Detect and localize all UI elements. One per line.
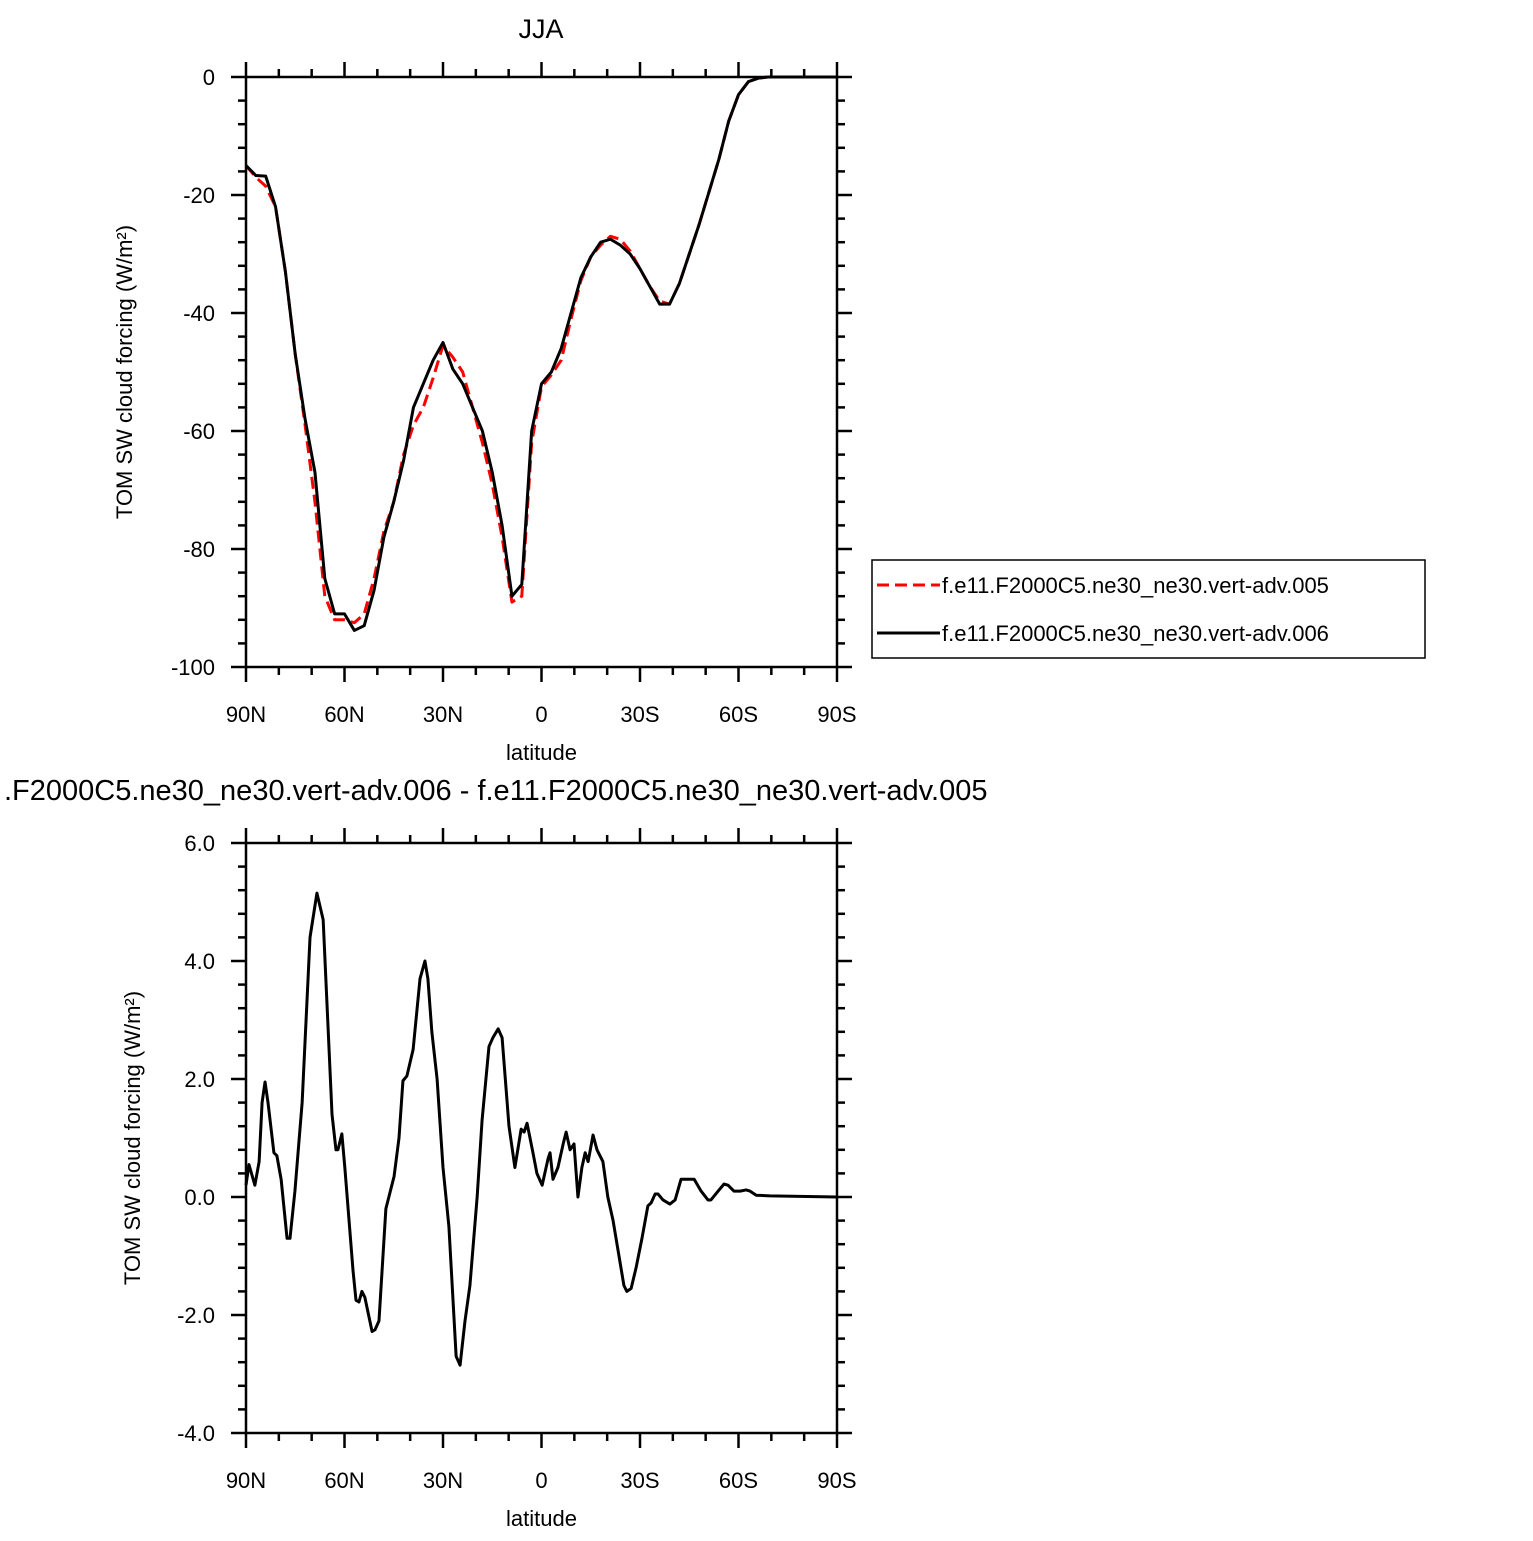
x-tick-label: 60S [719,1468,758,1493]
x-tick-label: 90S [817,1468,856,1493]
y-axis-label: TOM SW cloud forcing (W/m²) [112,225,137,519]
x-tick-label: 60N [324,702,364,727]
legend-label: f.e11.F2000C5.ne30_ne30.vert-adv.006 [942,621,1329,646]
x-tick-label: 30S [620,702,659,727]
y-tick-label: -2.0 [177,1303,215,1328]
legend-label: f.e11.F2000C5.ne30_ne30.vert-adv.005 [942,573,1329,598]
chart-title: .F2000C5.ne30_ne30.vert-adv.006 - f.e11.… [4,775,987,807]
data-line [244,891,838,1367]
x-tick-label: 60S [719,702,758,727]
x-tick-label: 0 [535,1468,547,1493]
plot-frame [244,841,839,1435]
y-tick-label: 2.0 [184,1067,215,1092]
x-tick-label: 30N [423,702,463,727]
x-tick-label: 0 [535,702,547,727]
data-line [244,75,837,632]
x-tick-label: 30N [423,1468,463,1493]
y-tick-label: -4.0 [177,1421,215,1446]
y-axis-label: TOM SW cloud forcing (W/m²) [120,991,145,1285]
y-tick-label: -80 [183,537,215,562]
x-tick-label: 30S [620,1468,659,1493]
y-tick-label: 0.0 [184,1185,215,1210]
y-tick-label: -100 [171,655,215,680]
plot-frame [244,75,839,669]
y-tick-label: -60 [183,419,215,444]
x-tick-label: 90S [817,702,856,727]
x-axis-label: latitude [506,1506,577,1531]
x-tick-label: 90N [226,702,266,727]
x-tick-label: 60N [324,1468,364,1493]
x-tick-label: 90N [226,1468,266,1493]
legend-box [871,559,1426,659]
y-tick-label: -40 [183,301,215,326]
x-axis-label: latitude [506,740,577,765]
data-line [244,75,837,625]
y-tick-label: 6.0 [184,831,215,856]
chart-title: JJA [518,14,563,44]
y-tick-label: -20 [183,183,215,208]
y-tick-label: 0 [203,65,215,90]
y-tick-label: 4.0 [184,949,215,974]
